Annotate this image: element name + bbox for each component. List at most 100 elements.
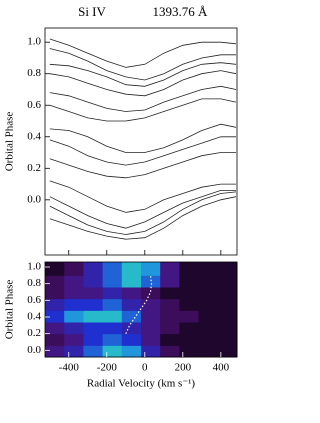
heat-cell — [45, 322, 65, 335]
spectrum-line — [49, 190, 236, 229]
heat-cell — [64, 275, 84, 288]
heat-cell — [160, 275, 180, 288]
spectrum-line — [49, 136, 236, 166]
heat-cell — [83, 275, 104, 288]
x-tick-label: 200 — [175, 362, 192, 374]
heat-cell — [179, 275, 200, 288]
heat-cell — [179, 345, 200, 358]
heat-cell — [198, 345, 219, 358]
y-axis-label: Orbital Phase — [4, 280, 16, 340]
x-tick-label: 400 — [213, 362, 230, 374]
heat-cell — [160, 333, 180, 346]
heat-cell — [83, 310, 104, 323]
heat-cell — [217, 298, 238, 311]
y-tick-label: 0.6 — [27, 99, 41, 111]
heat-cell — [160, 262, 180, 276]
heat-cell — [102, 310, 123, 323]
heat-cell — [198, 287, 219, 300]
heat-cell — [83, 262, 104, 276]
heat-cell — [160, 322, 180, 335]
heat-cell — [102, 345, 123, 358]
plot-frame — [44, 261, 238, 358]
heat-cell — [45, 345, 65, 358]
heat-cell — [64, 262, 84, 276]
y-tick-label: 0.2 — [27, 162, 41, 174]
y-tick-label: 0.6 — [27, 294, 41, 306]
heat-cell — [83, 287, 104, 300]
y-tick-label: 0.4 — [27, 311, 41, 323]
spectrum-line — [49, 191, 237, 235]
x-tick-label: -200 — [97, 362, 118, 374]
heat-cell — [102, 262, 123, 276]
heat-cell — [83, 322, 104, 335]
x-tick-label: -400 — [59, 362, 80, 374]
heat-cell — [198, 298, 219, 311]
heat-cell — [217, 310, 238, 323]
y-tick-label: 0.8 — [27, 67, 41, 79]
y-tick-label: 1.0 — [27, 36, 41, 48]
heat-cell — [45, 287, 65, 300]
heat-cell — [217, 287, 238, 300]
spectrum-line — [49, 70, 237, 97]
heat-cell — [64, 322, 84, 335]
spectrum-line — [49, 85, 237, 112]
heat-cell — [64, 310, 84, 323]
chart-title: Si IV — [78, 4, 106, 19]
heat-cell — [198, 275, 219, 288]
spectrum-line — [49, 152, 236, 179]
heat-cell — [141, 310, 161, 323]
heat-cell — [198, 333, 219, 346]
chart-subtitle: 1393.76 Å — [153, 4, 209, 19]
heat-cell — [198, 262, 219, 276]
spectrum-line — [49, 180, 236, 213]
heat-cell — [121, 287, 142, 300]
heat-cell — [45, 275, 65, 288]
heat-cell — [141, 333, 161, 346]
heat-cell — [102, 275, 123, 288]
heat-cell — [179, 322, 200, 335]
heat-cell — [121, 322, 142, 335]
x-axis-label: Radial Velocity (km s⁻¹) — [87, 378, 196, 390]
heat-cell — [179, 298, 200, 311]
y-tick-label: 0.2 — [27, 327, 41, 339]
heat-cell — [121, 262, 142, 276]
heat-cell — [121, 310, 142, 323]
heat-cell — [141, 287, 161, 300]
heat-cell — [217, 345, 238, 358]
heat-cell — [45, 298, 65, 311]
heat-cell — [121, 333, 142, 346]
heat-cell — [141, 345, 161, 358]
x-tick-label: 0 — [142, 362, 148, 374]
y-tick-label: 0.0 — [27, 344, 41, 356]
spectrum-line — [49, 123, 237, 153]
y-axis-label: Orbital Phase — [4, 112, 16, 172]
heat-cell — [102, 298, 123, 311]
heat-cell — [217, 275, 238, 288]
heat-cell — [160, 298, 180, 311]
heat-cell — [198, 310, 219, 323]
heat-cell — [64, 287, 84, 300]
heat-cell — [160, 345, 180, 358]
heat-cell — [121, 298, 142, 311]
heat-cell — [45, 262, 65, 276]
heat-cell — [217, 322, 238, 335]
heat-cell — [179, 333, 200, 346]
heat-cell — [141, 322, 161, 335]
heat-cell — [64, 298, 84, 311]
heat-cell — [83, 298, 104, 311]
heat-cell — [179, 287, 200, 300]
y-tick-label: 0.4 — [27, 130, 41, 142]
heat-cell — [179, 310, 200, 323]
spectrum-line — [49, 48, 236, 81]
y-tick-label: 0.0 — [27, 193, 41, 205]
y-tick-label: 1.0 — [27, 261, 41, 273]
spectrum-line — [49, 38, 237, 68]
heat-cell — [217, 333, 238, 346]
heat-cell — [102, 333, 123, 346]
heat-cell — [198, 322, 219, 335]
heat-cell — [121, 275, 142, 288]
heat-cell — [141, 298, 161, 311]
heat-cell — [83, 333, 104, 346]
spectrum-line — [49, 98, 237, 122]
y-tick-label: 0.8 — [27, 277, 41, 289]
